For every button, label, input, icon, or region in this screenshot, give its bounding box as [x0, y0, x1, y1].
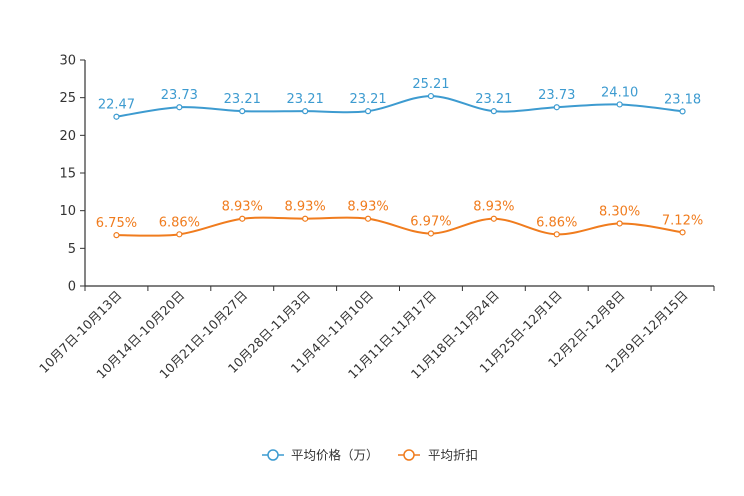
- data-label: 6.97%: [410, 214, 451, 229]
- series-line: [116, 95, 683, 118]
- data-label: 23.21: [349, 92, 386, 107]
- data-point[interactable]: [553, 231, 560, 238]
- data-label: 22.47: [98, 98, 135, 113]
- data-label: 23.73: [538, 88, 575, 103]
- data-label: 6.86%: [159, 215, 200, 230]
- legend-marker-icon: [267, 449, 279, 461]
- data-label: 8.93%: [347, 200, 388, 215]
- data-point[interactable]: [364, 108, 372, 115]
- data-label: 6.75%: [96, 216, 137, 231]
- data-point[interactable]: [679, 108, 686, 115]
- y-tick-label: 10: [59, 204, 76, 219]
- data-label: 8.93%: [284, 200, 325, 215]
- series-2: 6.75% 6.86% 8.93% 8.93% 8.93% 6.97% 8.93% 6.86%…: [96, 200, 703, 239]
- series-layer: 22.47 23.73 23.21 23.21 23.21 25.21 23.21 23.73…: [96, 77, 703, 239]
- y-tick-label: 30: [59, 54, 76, 69]
- data-point[interactable]: [679, 229, 686, 236]
- data-point[interactable]: [113, 113, 120, 120]
- series-line: [116, 216, 683, 237]
- data-point[interactable]: [427, 230, 435, 237]
- data-label: 25.21: [412, 77, 449, 92]
- data-point[interactable]: [302, 108, 309, 115]
- data-point[interactable]: [490, 215, 497, 222]
- data-label: 8.30%: [599, 204, 640, 219]
- data-point[interactable]: [553, 104, 560, 111]
- data-point[interactable]: [176, 231, 183, 238]
- y-tick-label: 20: [59, 129, 76, 144]
- data-point[interactable]: [427, 92, 435, 100]
- y-tick-label: 5: [68, 242, 76, 257]
- data-label: 24.10: [601, 85, 638, 100]
- legend-item-2[interactable]: 平均折扣: [398, 448, 478, 463]
- legend-item-1[interactable]: 平均价格（万）: [262, 448, 379, 463]
- data-label: 8.93%: [222, 200, 263, 215]
- data-label: 23.21: [224, 92, 261, 107]
- data-point[interactable]: [239, 108, 246, 115]
- data-label: 23.21: [287, 92, 324, 107]
- legend-label: 平均价格（万）: [291, 448, 379, 463]
- data-point[interactable]: [364, 215, 372, 222]
- data-point[interactable]: [113, 232, 120, 239]
- legend-marker-icon: [403, 449, 415, 461]
- legend[interactable]: 平均价格（万） 平均折扣: [262, 448, 478, 463]
- data-point[interactable]: [616, 101, 623, 108]
- data-label: 7.12%: [662, 213, 703, 228]
- data-label: 23.73: [161, 88, 198, 103]
- legend-label: 平均折扣: [428, 448, 478, 463]
- data-label: 23.18: [664, 92, 701, 107]
- data-point[interactable]: [302, 215, 309, 222]
- data-label: 8.93%: [473, 200, 514, 215]
- y-tick-label: 25: [59, 91, 76, 106]
- data-point[interactable]: [239, 215, 246, 222]
- data-label: 23.21: [475, 92, 512, 107]
- y-tick-label: 0: [68, 280, 76, 295]
- data-label: 6.86%: [536, 215, 577, 230]
- y-tick-label: 15: [59, 167, 76, 182]
- series-1: 22.47 23.73 23.21 23.21 23.21 25.21 23.21 23.73…: [98, 77, 701, 120]
- data-point[interactable]: [490, 108, 497, 115]
- data-point[interactable]: [616, 220, 623, 227]
- data-point[interactable]: [176, 104, 183, 111]
